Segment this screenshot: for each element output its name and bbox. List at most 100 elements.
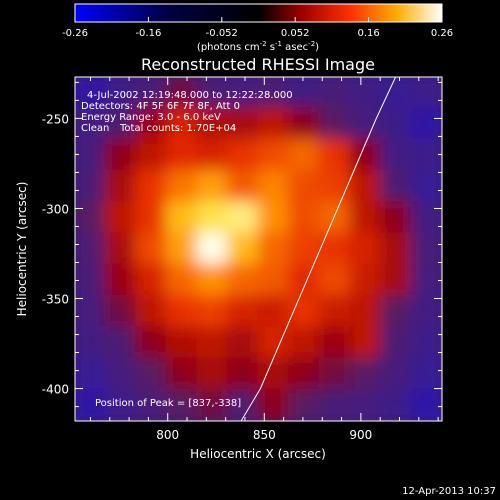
heatmap-cell xyxy=(165,263,199,297)
heatmap-cell xyxy=(379,138,413,172)
heatmap-cell xyxy=(379,294,413,329)
heatmap-cell xyxy=(318,357,352,391)
heatmap-cell xyxy=(379,201,413,235)
heatmap-cell xyxy=(288,201,321,235)
heatmap-cell xyxy=(75,326,107,360)
heatmap-cell xyxy=(288,77,321,110)
heatmap-cell xyxy=(379,326,413,360)
heatmap-cell xyxy=(379,169,413,204)
heatmap-cell xyxy=(410,107,442,141)
heatmap-cell xyxy=(75,232,107,266)
colorbar-tick-label: 0.26 xyxy=(431,28,453,39)
heatmap-cell xyxy=(226,138,260,172)
plot-frame xyxy=(74,76,443,422)
heatmap-cell xyxy=(226,326,260,360)
heatmap-cell xyxy=(196,201,229,235)
heatmap-cell xyxy=(135,77,168,110)
heatmap-cell xyxy=(349,326,382,360)
heatmap-cell xyxy=(257,357,291,391)
heatmap-cell xyxy=(318,263,352,297)
y-tick-label: -400 xyxy=(42,383,69,397)
heatmap-cell xyxy=(318,326,352,360)
heatmap-cell xyxy=(104,388,138,421)
heatmap-cell xyxy=(75,169,107,204)
heatmap-cell xyxy=(226,107,260,141)
heatmap-cell xyxy=(104,77,138,110)
heatmap-cell xyxy=(410,201,442,235)
heatmap-cell xyxy=(75,77,107,110)
colorbar-tick-label: -0.26 xyxy=(62,28,88,39)
heatmap-cell xyxy=(75,294,107,329)
annotation-peak-position: Position of Peak = [837,-338] xyxy=(95,398,241,409)
heatmap-cell xyxy=(410,263,442,297)
annotation-detectors: Detectors: 4F 5F 6F 7F 8F, Att 0 xyxy=(81,101,240,112)
heatmap-cell xyxy=(196,388,229,421)
heatmap-cell xyxy=(135,201,168,235)
colorbar-gradient xyxy=(74,3,443,23)
heatmap-cell xyxy=(226,388,260,421)
heatmap-cell xyxy=(288,169,321,204)
annotation-total-counts: Total counts: 1.70E+04 xyxy=(119,123,236,134)
heatmap-cell xyxy=(165,201,199,235)
heatmap-cell xyxy=(196,294,229,329)
annotation-time-range: 4-Jul-2002 12:19:48.000 to 12:22:28.000 xyxy=(87,90,293,101)
heatmap-cell xyxy=(410,357,442,391)
heatmap-cell xyxy=(226,263,260,297)
heatmap-cell xyxy=(165,138,199,172)
x-tick-label: 900 xyxy=(349,428,372,442)
heatmap-cell xyxy=(104,294,138,329)
heatmap-cell xyxy=(318,77,352,110)
heatmap-cell xyxy=(410,232,442,266)
heatmap-cell xyxy=(349,169,382,204)
heatmap-cell xyxy=(165,107,199,141)
heatmap-cell xyxy=(196,326,229,360)
solar-limb-curve xyxy=(240,77,397,421)
heatmap-cell xyxy=(165,294,199,329)
heatmap-cell xyxy=(318,232,352,266)
colorbar-tick-label: 0.052 xyxy=(281,28,310,39)
heatmap-cell xyxy=(196,107,229,141)
y-axis-label: Heliocentric Y (arcsec) xyxy=(15,182,29,317)
heatmap-cell xyxy=(349,294,382,329)
heatmap-cell xyxy=(75,357,107,391)
heatmap-cell xyxy=(165,326,199,360)
heatmap-cell xyxy=(318,294,352,329)
colorbar-tick-label: -0.052 xyxy=(206,28,238,39)
heatmap-cell xyxy=(257,294,291,329)
heatmap-cell xyxy=(135,107,168,141)
heatmap-cell xyxy=(104,326,138,360)
heatmap-cell xyxy=(288,357,321,391)
heatmap-cell xyxy=(349,357,382,391)
heatmap-cell xyxy=(104,201,138,235)
heatmap-cell xyxy=(196,138,229,172)
heatmap-cell xyxy=(349,201,382,235)
heatmap-cell xyxy=(288,107,321,141)
heatmap-cell xyxy=(75,388,107,421)
heatmap-cell xyxy=(288,326,321,360)
heatmap-cell xyxy=(165,169,199,204)
heatmap-cell xyxy=(257,77,291,110)
heatmap-cell xyxy=(226,77,260,110)
heatmap-cell xyxy=(318,169,352,204)
colorbar-tick-label: 0.16 xyxy=(357,28,379,39)
heatmap-cell xyxy=(135,357,168,391)
heatmap-cell xyxy=(410,169,442,204)
heatmap-cell xyxy=(257,232,291,266)
heatmap-cell xyxy=(165,357,199,391)
heatmap-cell xyxy=(318,388,352,421)
heatmap-cell xyxy=(257,138,291,172)
y-tick-label: -300 xyxy=(42,202,69,216)
colorbar-tick-label: -0.16 xyxy=(135,28,161,39)
heatmap-cell xyxy=(226,201,260,235)
heatmap-cell xyxy=(104,107,138,141)
heatmap-cell xyxy=(379,263,413,297)
heatmap-cell xyxy=(104,169,138,204)
heatmap-cell xyxy=(349,263,382,297)
heatmap-cell xyxy=(75,263,107,297)
heatmap-cell xyxy=(288,263,321,297)
heatmap-cell xyxy=(257,201,291,235)
heatmap-cell xyxy=(226,294,260,329)
x-tick-label: 850 xyxy=(253,428,276,442)
colorbar: -0.26 -0.16 -0.052 0.052 0.16 0.26 (photons c… xyxy=(62,3,453,53)
